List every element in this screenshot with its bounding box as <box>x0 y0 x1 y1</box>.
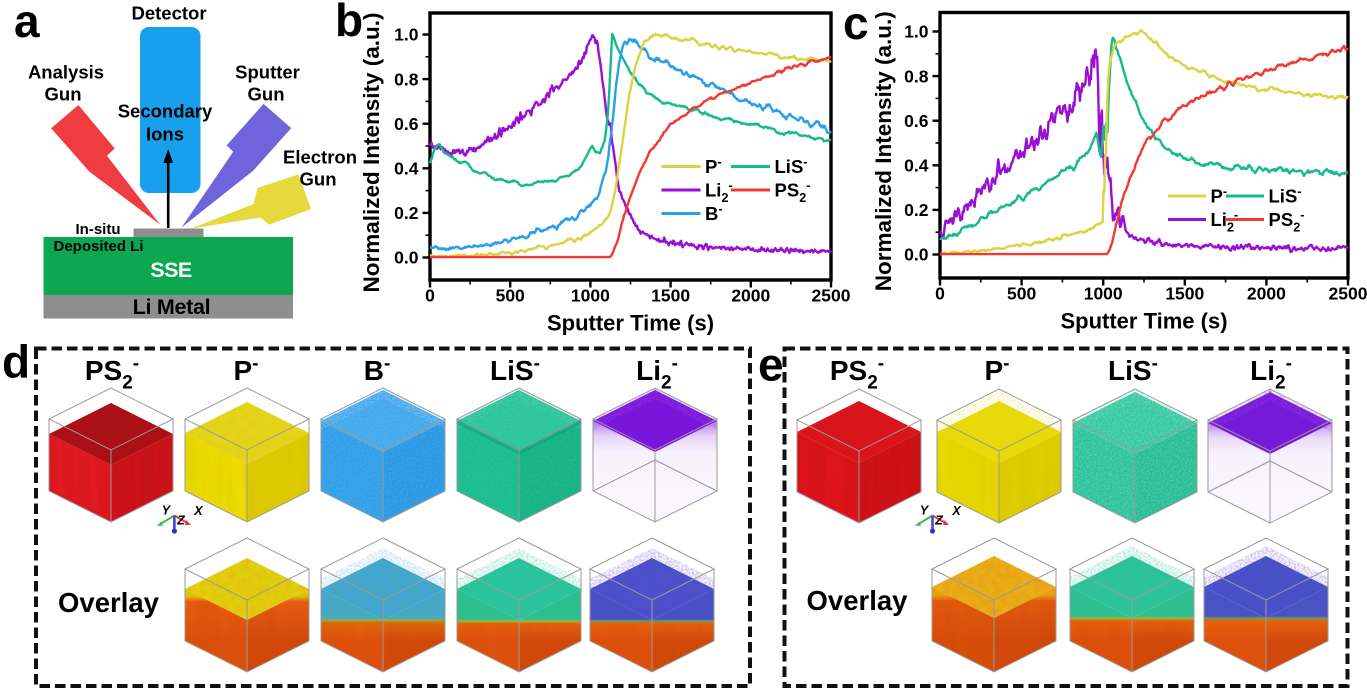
svg-text:LiS-: LiS- <box>775 155 808 177</box>
svg-text:Li2-: Li2- <box>636 353 678 393</box>
svg-text:P-: P- <box>1211 185 1228 207</box>
svg-text:Overlay: Overlay <box>58 587 160 618</box>
svg-text:0.4: 0.4 <box>394 159 419 179</box>
svg-text:0.0: 0.0 <box>394 248 419 268</box>
svg-text:LiS-: LiS- <box>1108 353 1158 386</box>
svg-text:Ions: Ions <box>146 124 184 145</box>
svg-text:P-: P- <box>705 155 722 177</box>
svg-text:2500: 2500 <box>812 286 851 306</box>
svg-text:a: a <box>14 0 40 47</box>
svg-text:SSE: SSE <box>150 258 192 282</box>
svg-text:P-: P- <box>984 353 1009 386</box>
svg-text:Gun: Gun <box>248 84 285 105</box>
svg-text:P-: P- <box>233 353 258 386</box>
svg-text:Overlay: Overlay <box>807 585 909 616</box>
svg-text:B-: B- <box>364 353 391 386</box>
svg-text:c: c <box>843 0 869 49</box>
svg-text:Detector: Detector <box>131 3 206 24</box>
svg-text:Normalized Intensity (a.u.): Normalized Intensity (a.u.) <box>359 12 384 292</box>
svg-text:d: d <box>2 336 30 388</box>
svg-text:Sputter Time (s): Sputter Time (s) <box>547 311 714 336</box>
svg-text:Normalized Intensity (a.u.): Normalized Intensity (a.u.) <box>871 11 896 291</box>
svg-text:0.6: 0.6 <box>394 114 419 134</box>
svg-text:2000: 2000 <box>731 286 770 306</box>
svg-text:1.0: 1.0 <box>394 25 419 45</box>
svg-text:PS2-: PS2- <box>85 353 139 393</box>
svg-text:1500: 1500 <box>1165 284 1204 304</box>
svg-text:Sputter Time (s): Sputter Time (s) <box>1060 309 1227 334</box>
svg-text:X: X <box>951 504 961 518</box>
svg-text:Sputter: Sputter <box>235 62 300 83</box>
svg-text:b: b <box>335 0 363 46</box>
svg-text:In-situ: In-situ <box>76 221 121 238</box>
svg-text:Analysis: Analysis <box>28 62 104 83</box>
svg-text:2500: 2500 <box>1329 284 1367 304</box>
svg-text:Gun: Gun <box>300 169 337 190</box>
svg-text:PS2-: PS2- <box>1269 208 1305 235</box>
svg-text:Li2-: Li2- <box>705 178 733 205</box>
svg-text:Li2-: Li2- <box>1250 353 1292 393</box>
svg-text:e: e <box>758 339 784 391</box>
svg-text:0: 0 <box>935 284 945 304</box>
svg-text:1000: 1000 <box>1084 284 1123 304</box>
svg-text:PS2-: PS2- <box>775 178 811 205</box>
svg-text:Electron: Electron <box>283 147 357 168</box>
svg-text:Secondary: Secondary <box>118 101 213 122</box>
svg-text:0.0: 0.0 <box>904 245 929 265</box>
svg-text:0.8: 0.8 <box>904 66 929 86</box>
svg-text:Gun: Gun <box>45 84 82 105</box>
svg-text:LiS-: LiS- <box>490 353 540 386</box>
svg-text:Y: Y <box>920 504 930 518</box>
svg-text:Z: Z <box>176 514 186 528</box>
svg-text:X: X <box>193 504 203 518</box>
svg-text:500: 500 <box>496 286 525 306</box>
svg-text:Li Metal: Li Metal <box>133 295 211 319</box>
svg-text:B-: B- <box>705 202 723 224</box>
svg-text:0.4: 0.4 <box>904 156 929 176</box>
svg-text:PS2-: PS2- <box>830 353 884 393</box>
svg-text:0: 0 <box>425 286 435 306</box>
svg-text:1500: 1500 <box>651 286 690 306</box>
svg-text:Deposited Li: Deposited Li <box>53 238 143 255</box>
svg-text:0.2: 0.2 <box>904 200 929 220</box>
svg-text:0.8: 0.8 <box>394 69 419 89</box>
svg-text:Li2-: Li2- <box>1211 208 1239 235</box>
svg-text:LiS-: LiS- <box>1269 185 1302 207</box>
svg-text:2000: 2000 <box>1247 284 1286 304</box>
svg-text:0.2: 0.2 <box>394 203 419 223</box>
svg-text:Z: Z <box>934 514 944 528</box>
svg-text:1.0: 1.0 <box>904 22 929 42</box>
svg-text:Y: Y <box>162 504 172 518</box>
svg-text:1000: 1000 <box>571 286 610 306</box>
svg-text:0.6: 0.6 <box>904 111 929 131</box>
svg-text:500: 500 <box>1007 284 1036 304</box>
